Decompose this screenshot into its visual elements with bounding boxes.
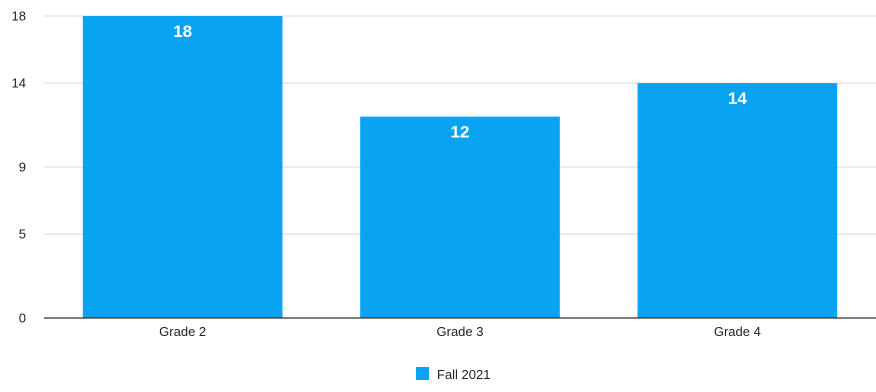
data-labels: 18 12 14 [173, 22, 747, 142]
legend-label: Fall 2021 [437, 367, 490, 382]
data-label: 12 [451, 123, 470, 142]
y-axis-ticks: 0 5 9 14 18 [12, 9, 26, 326]
y-tick-label: 9 [19, 160, 26, 175]
y-tick-label: 14 [12, 76, 26, 91]
data-label: 14 [728, 89, 747, 108]
bar [360, 116, 560, 319]
bars [82, 16, 838, 319]
y-tick-label: 5 [19, 227, 26, 242]
y-tick-label: 0 [19, 311, 26, 326]
bar [82, 16, 283, 318]
x-category-label: Grade 4 [714, 324, 761, 339]
y-tick-label: 18 [12, 9, 26, 24]
data-label: 18 [173, 22, 192, 41]
x-category-label: Grade 2 [159, 324, 206, 339]
bar [637, 83, 838, 318]
legend-swatch [416, 367, 429, 380]
legend: Fall 2021 [416, 367, 490, 382]
x-category-label: Grade 3 [437, 324, 484, 339]
x-axis-categories: Grade 2 Grade 3 Grade 4 [159, 324, 761, 339]
